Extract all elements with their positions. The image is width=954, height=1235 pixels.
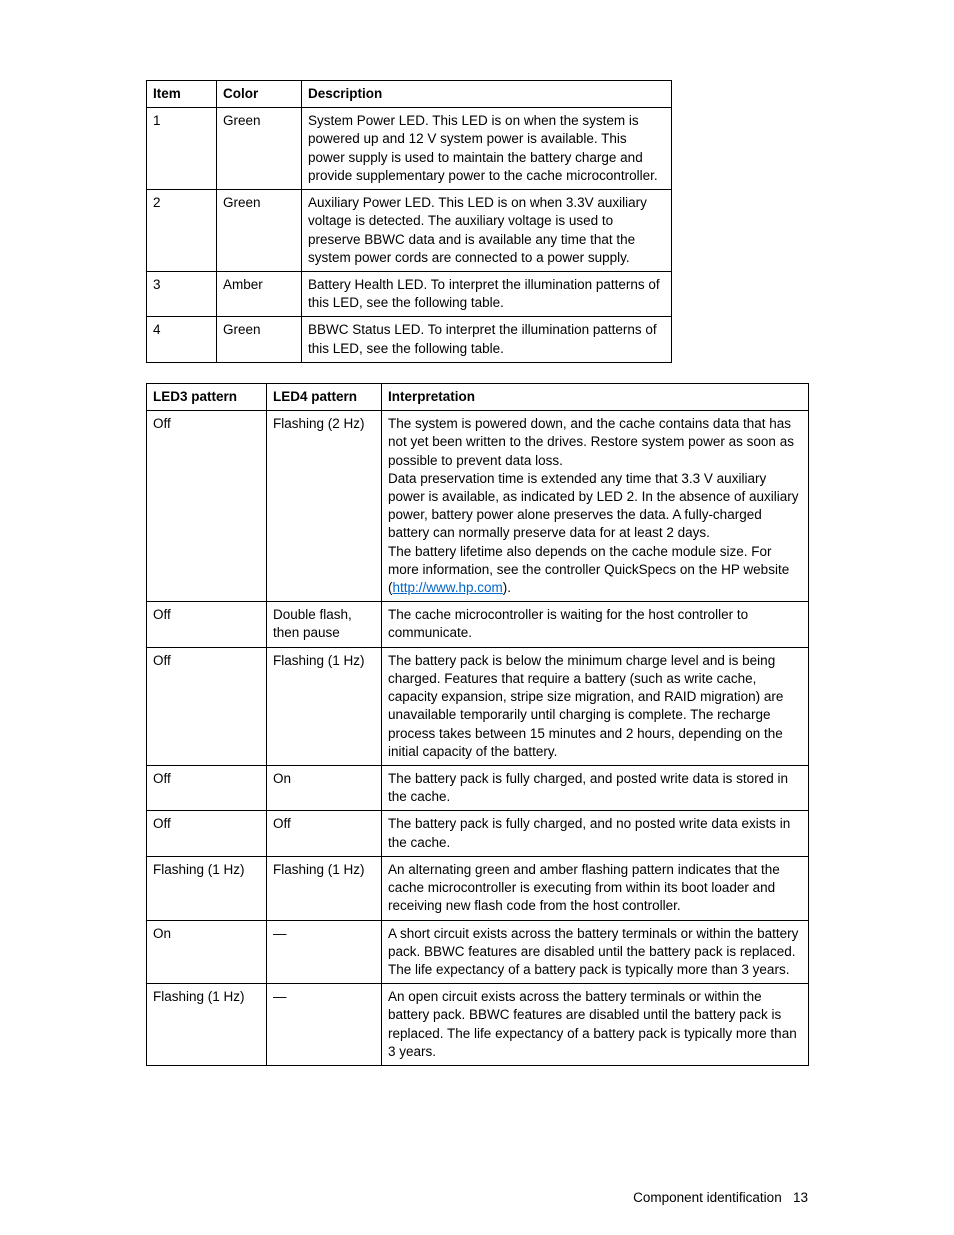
cell-description: Auxiliary Power LED. This LED is on when… (302, 190, 672, 272)
table-row: Flashing (1 Hz)Flashing (1 Hz)An alterna… (147, 856, 809, 920)
cell-led3: Off (147, 411, 267, 602)
cell-led4: — (267, 920, 382, 984)
cell-led3: On (147, 920, 267, 984)
cell-interpretation: The battery pack is fully charged, and p… (382, 766, 809, 811)
page-footer: Component identification 13 (633, 1190, 808, 1205)
cell-color: Green (217, 108, 302, 190)
table-header-row: LED3 pattern LED4 pattern Interpretation (147, 383, 809, 410)
cell-led4: Flashing (2 Hz) (267, 411, 382, 602)
cell-led3: Flashing (1 Hz) (147, 984, 267, 1066)
table-row: 1GreenSystem Power LED. This LED is on w… (147, 108, 672, 190)
cell-interpretation: The battery pack is fully charged, and n… (382, 811, 809, 856)
table-row: 4GreenBBWC Status LED. To interpret the … (147, 317, 672, 362)
table-row: 3AmberBattery Health LED. To interpret t… (147, 271, 672, 316)
col-led3: LED3 pattern (147, 383, 267, 410)
led-pattern-table: LED3 pattern LED4 pattern Interpretation… (146, 383, 809, 1066)
cell-interpretation: An alternating green and amber flashing … (382, 856, 809, 920)
cell-led3: Off (147, 647, 267, 765)
table-row: OffOnThe battery pack is fully charged, … (147, 766, 809, 811)
cell-led4: Flashing (1 Hz) (267, 647, 382, 765)
footer-label: Component identification (633, 1190, 782, 1205)
cell-led4: Off (267, 811, 382, 856)
cell-interpretation: The cache microcontroller is waiting for… (382, 602, 809, 647)
col-description: Description (302, 81, 672, 108)
cell-interpretation: The battery pack is below the minimum ch… (382, 647, 809, 765)
cell-item: 4 (147, 317, 217, 362)
cell-led4: — (267, 984, 382, 1066)
col-interpretation: Interpretation (382, 383, 809, 410)
cell-led4: On (267, 766, 382, 811)
table-row: OffFlashing (2 Hz)The system is powered … (147, 411, 809, 602)
hp-website-link[interactable]: http://www.hp.com (393, 580, 503, 595)
cell-item: 2 (147, 190, 217, 272)
cell-description: Battery Health LED. To interpret the ill… (302, 271, 672, 316)
cell-description: System Power LED. This LED is on when th… (302, 108, 672, 190)
cell-led3: Off (147, 602, 267, 647)
col-color: Color (217, 81, 302, 108)
cell-led4: Double flash, then pause (267, 602, 382, 647)
table-row: OffDouble flash, then pauseThe cache mic… (147, 602, 809, 647)
col-led4: LED4 pattern (267, 383, 382, 410)
footer-page-number: 13 (793, 1190, 808, 1205)
col-item: Item (147, 81, 217, 108)
table-row: On—A short circuit exists across the bat… (147, 920, 809, 984)
cell-color: Green (217, 190, 302, 272)
table-row: OffOffThe battery pack is fully charged,… (147, 811, 809, 856)
interpretation-text: ). (503, 580, 511, 595)
cell-description: BBWC Status LED. To interpret the illumi… (302, 317, 672, 362)
cell-interpretation: An open circuit exists across the batter… (382, 984, 809, 1066)
cell-led3: Flashing (1 Hz) (147, 856, 267, 920)
interpretation-text: The system is powered down, and the cach… (388, 416, 798, 595)
led-summary-table: Item Color Description 1GreenSystem Powe… (146, 80, 672, 363)
cell-led4: Flashing (1 Hz) (267, 856, 382, 920)
table-row: OffFlashing (1 Hz)The battery pack is be… (147, 647, 809, 765)
cell-item: 3 (147, 271, 217, 316)
table-row: 2GreenAuxiliary Power LED. This LED is o… (147, 190, 672, 272)
cell-interpretation: A short circuit exists across the batter… (382, 920, 809, 984)
cell-item: 1 (147, 108, 217, 190)
table-row: Flashing (1 Hz)—An open circuit exists a… (147, 984, 809, 1066)
cell-color: Amber (217, 271, 302, 316)
cell-color: Green (217, 317, 302, 362)
cell-led3: Off (147, 766, 267, 811)
cell-led3: Off (147, 811, 267, 856)
table-header-row: Item Color Description (147, 81, 672, 108)
cell-interpretation: The system is powered down, and the cach… (382, 411, 809, 602)
